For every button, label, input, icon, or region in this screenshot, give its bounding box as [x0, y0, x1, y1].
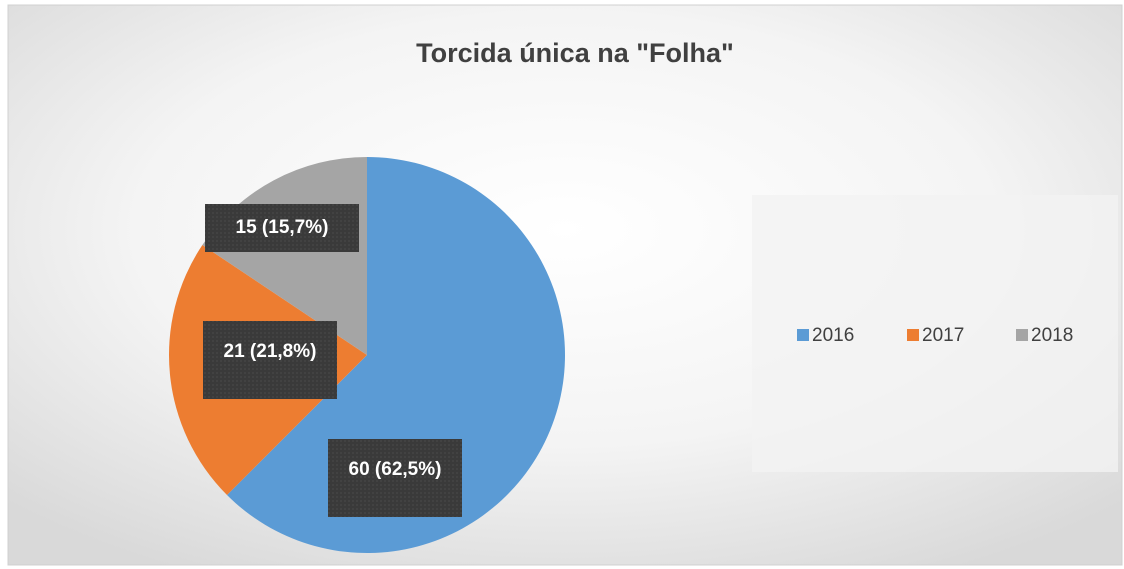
legend-label: 2016 [812, 325, 854, 346]
data-label-box [205, 204, 359, 252]
legend-box [752, 195, 1118, 472]
data-label: 60 (62,5%) [349, 459, 442, 480]
data-label-box [328, 439, 462, 517]
legend-swatch [1016, 329, 1028, 341]
legend-label: 2017 [922, 325, 964, 346]
legend-swatch [797, 329, 809, 341]
legend-label: 2018 [1031, 325, 1073, 346]
pie-slice [226, 157, 565, 553]
data-label-box [203, 321, 337, 399]
data-label: 21 (21,8%) [224, 341, 317, 362]
data-label: 15 (15,7%) [236, 217, 329, 238]
chart-title: Torcida única na "Folha" [416, 38, 734, 68]
legend-swatch [907, 329, 919, 341]
